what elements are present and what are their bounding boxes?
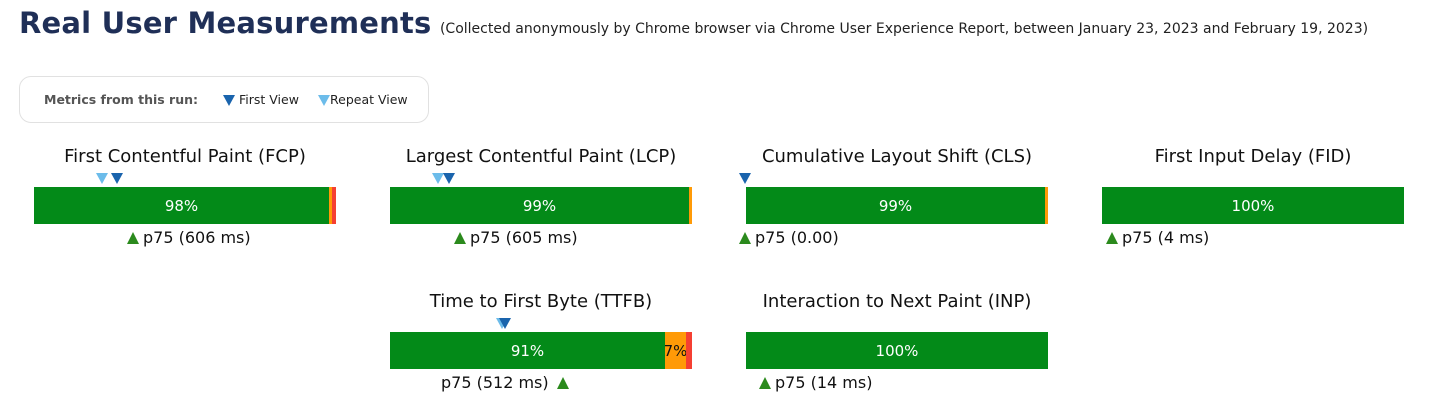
repeat-view-marker-icon — [318, 95, 330, 106]
distribution-bar: 100% — [1102, 187, 1404, 224]
page-header: Real User Measurements (Collected anonym… — [19, 6, 1368, 40]
bar-needs-improvement-segment — [1045, 187, 1048, 224]
p75-indicator: p75 (512 ms) — [441, 373, 569, 392]
first-view-marker-icon — [499, 318, 511, 329]
metric-title: Time to First Byte (TTFB) — [429, 291, 653, 312]
metric-fid: First Input Delay (FID) 100% p75 (4 ms) — [1102, 146, 1404, 256]
legend-first-view-label: First View — [238, 92, 299, 107]
distribution-bar: 99% — [746, 187, 1048, 224]
p75-indicator: p75 (14 ms) — [759, 373, 872, 392]
first-view-marker-icon — [443, 173, 455, 184]
repeat-view-marker-icon — [432, 173, 444, 184]
bar-poor-segment — [686, 332, 692, 369]
p75-value: p75 (512 ms) — [441, 373, 549, 392]
bar-good-segment: 100% — [746, 332, 1048, 369]
p75-indicator: p75 (606 ms) — [127, 228, 251, 247]
distribution-bar: 99% — [390, 187, 692, 224]
p75-value: p75 (606 ms) — [143, 228, 251, 247]
p75-value: p75 (605 ms) — [470, 228, 578, 247]
metric-title: First Input Delay (FID) — [1154, 146, 1352, 167]
p75-marker-icon — [556, 376, 569, 389]
first-view-marker-icon — [111, 173, 123, 184]
p75-marker-icon — [454, 231, 466, 244]
metric-inp: Interaction to Next Paint (INP) 100% p75… — [746, 291, 1048, 401]
p75-value: p75 (14 ms) — [775, 373, 873, 392]
metric-lcp: Largest Contentful Paint (LCP) 99% p75 (… — [390, 146, 692, 256]
bar-needs-improvement-segment — [689, 187, 692, 224]
legend-repeat-view: Repeat View — [318, 92, 408, 107]
p75-marker-icon — [759, 376, 771, 389]
distribution-bar: 98% — [34, 187, 336, 224]
legend-first-view: First View — [223, 92, 299, 107]
distribution-bar: 100% — [746, 332, 1048, 369]
repeat-view-marker-icon — [96, 173, 108, 184]
first-view-marker-icon — [223, 95, 235, 106]
p75-value: p75 (4 ms) — [1122, 228, 1210, 247]
p75-indicator: p75 (4 ms) — [1106, 228, 1209, 247]
bar-good-segment: 91% — [390, 332, 665, 369]
metric-title: Largest Contentful Paint (LCP) — [405, 146, 677, 167]
p75-marker-icon — [1106, 231, 1118, 244]
distribution-bar: 91% 7% — [390, 332, 692, 369]
page-title: Real User Measurements — [19, 6, 432, 40]
bar-good-segment: 100% — [1102, 187, 1404, 224]
p75-indicator: p75 (0.00) — [739, 228, 839, 247]
metric-fcp: First Contentful Paint (FCP) 98% p75 (60… — [34, 146, 336, 256]
bar-good-segment: 99% — [746, 187, 1045, 224]
metric-title: Cumulative Layout Shift (CLS) — [761, 146, 1033, 167]
page-subtitle: (Collected anonymously by Chrome browser… — [439, 21, 1369, 37]
metrics-legend: Metrics from this run: First View Repeat… — [19, 76, 429, 123]
legend-label: Metrics from this run: — [44, 92, 199, 107]
bar-poor-segment — [332, 187, 336, 224]
p75-marker-icon — [739, 231, 751, 244]
p75-value: p75 (0.00) — [755, 228, 839, 247]
metric-ttfb: Time to First Byte (TTFB) 91% 7% p75 (51… — [390, 291, 692, 401]
bar-needs-improvement-segment — [329, 187, 332, 224]
metric-title: Interaction to Next Paint (INP) — [762, 291, 1032, 312]
bar-good-segment: 99% — [390, 187, 689, 224]
first-view-marker-icon — [739, 173, 751, 184]
metric-cls: Cumulative Layout Shift (CLS) 99% p75 (0… — [739, 146, 1048, 256]
bar-good-segment: 98% — [34, 187, 329, 224]
p75-marker-icon — [127, 231, 139, 244]
metric-title: First Contentful Paint (FCP) — [64, 146, 306, 167]
bar-needs-improvement-segment: 7% — [665, 332, 686, 369]
legend-repeat-view-label: Repeat View — [330, 92, 408, 107]
p75-indicator: p75 (605 ms) — [454, 228, 578, 247]
